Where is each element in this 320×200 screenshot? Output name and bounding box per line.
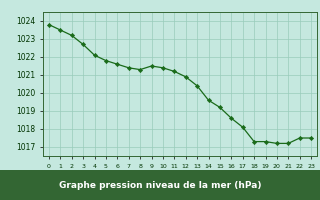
Text: Graphe pression niveau de la mer (hPa): Graphe pression niveau de la mer (hPa)	[59, 180, 261, 190]
